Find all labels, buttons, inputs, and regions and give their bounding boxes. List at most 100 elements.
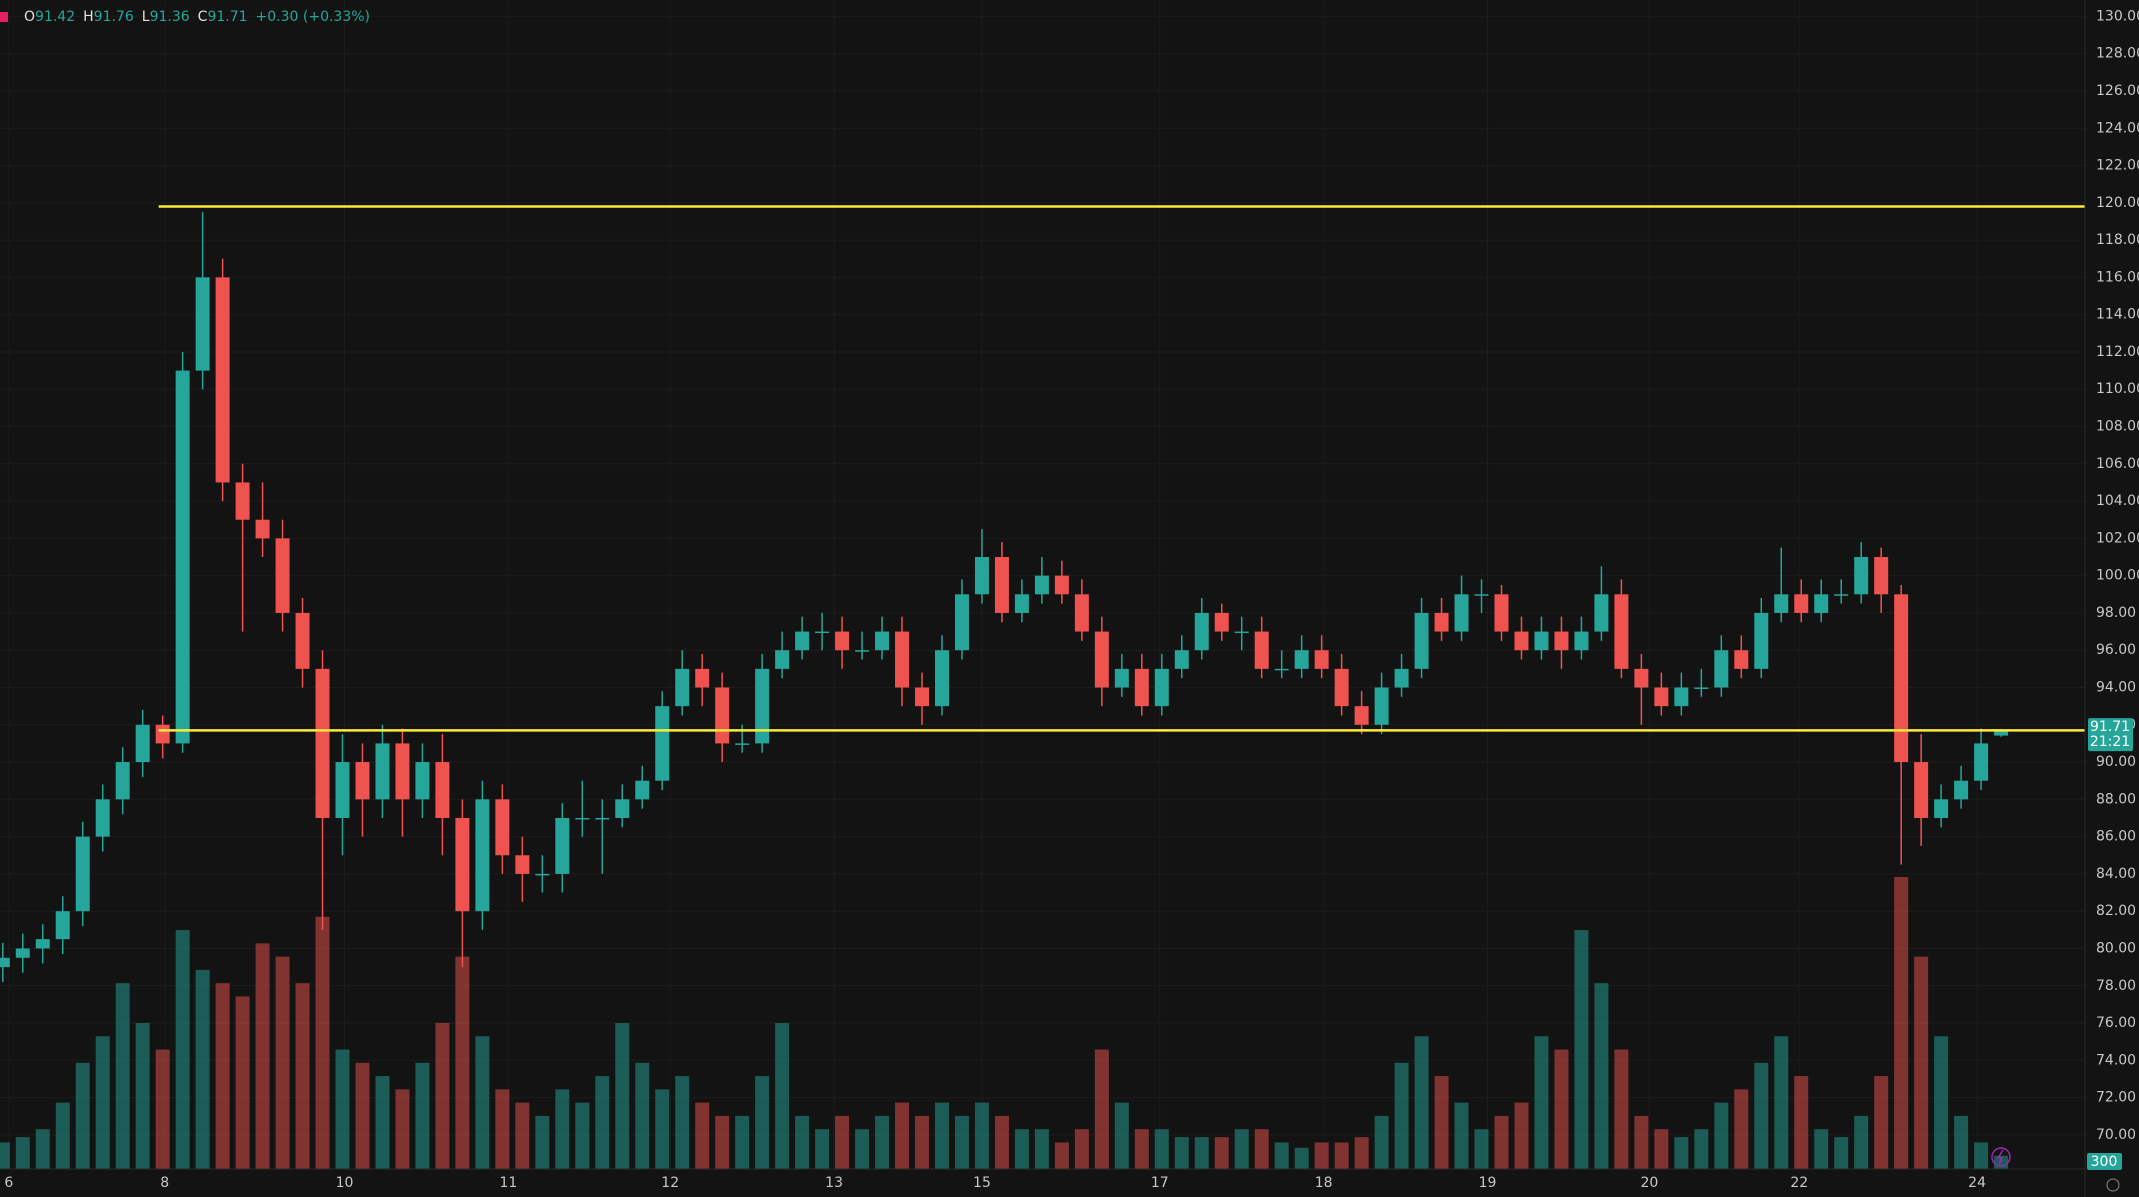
candle-body [1774,594,1789,613]
y-tick-label: 128.00 [2096,46,2139,62]
candle-body [954,594,969,651]
candle-body [815,631,830,634]
candle-body [255,519,270,539]
candle-body [1274,668,1289,671]
candle-body [475,799,490,912]
price-tag-countdown: 21:21 [2090,734,2130,750]
candle-body [1494,594,1509,632]
candle-body [675,668,690,707]
x-tick-label: 10 [336,1175,354,1191]
y-tick-label: 98.00 [2096,605,2136,621]
volume-bar [1294,1147,1309,1169]
candle-body [1014,594,1029,613]
volume-bar [1474,1129,1489,1169]
header-value: 91.71 [207,9,247,25]
candle-body [755,668,770,744]
header-value: 91.42 [35,9,75,25]
candle-body [155,724,170,744]
price-axis [2085,0,2139,1197]
volume-bar [1074,1129,1089,1169]
candle-body [655,706,670,781]
candle-body [0,957,10,968]
y-tick-label: 116.00 [2096,269,2139,285]
volume-bar [655,1089,670,1169]
candle-body [1514,631,1529,651]
candle-body [275,538,290,613]
volume-bar [755,1076,770,1169]
volume-bar [1054,1142,1069,1169]
candle-body [1794,594,1809,613]
y-tick-label: 124.00 [2096,120,2139,136]
candle-body [895,631,910,688]
candle-body [515,855,530,874]
volume-bar [1094,1049,1109,1169]
header-change: +0.30 (+0.33%) [256,9,370,25]
volume-bar [1274,1142,1289,1169]
y-tick-label: 104.00 [2096,493,2139,509]
volume-bar [1434,1076,1449,1169]
volume-bar [994,1115,1009,1169]
candle-body [1094,631,1109,688]
y-tick-label: 84.00 [2096,866,2136,882]
candle-body [915,687,929,707]
volume-bar [1654,1129,1669,1169]
volume-bar [954,1115,969,1169]
volume-bar [1494,1115,1509,1169]
volume-bar [0,1142,10,1169]
volume-bar [195,969,210,1169]
candle-body [1954,780,1969,800]
candle-body [1594,594,1609,632]
volume-bar [695,1102,710,1169]
volume-bar [875,1115,890,1169]
volume-bar [1954,1115,1969,1169]
volume-bar [1634,1115,1649,1169]
candle-body [1694,687,1709,689]
settings-icon[interactable] [2106,1178,2120,1192]
candle-body [855,650,870,652]
candle-body [435,762,450,818]
candle-body [395,743,410,800]
alert-bolt [1996,1149,2004,1165]
x-tick-label: 8 [160,1175,169,1191]
volume-layer [0,877,2009,1169]
volume-bar [1754,1062,1769,1169]
volume-bar [1454,1102,1469,1169]
line-layer [158,205,2085,732]
volume-bar [535,1115,550,1169]
candle-body [1174,650,1189,669]
candle-body [95,799,110,837]
volume-bar [1694,1129,1709,1169]
x-tick-label: 19 [1479,1175,1497,1191]
alert-icon[interactable] [1991,1147,2011,1167]
y-tick-label: 78.00 [2096,978,2136,994]
candle-body [1074,594,1089,632]
volume-bar [1354,1137,1369,1169]
candle-body [735,743,750,745]
volume-bar [15,1137,30,1169]
symbol-icon[interactable] [0,12,8,22]
y-tick-label: 80.00 [2096,940,2136,956]
candle-body [1194,612,1209,651]
volume-bar [1854,1115,1869,1169]
volume-bar [934,1102,949,1169]
volume-bar [1194,1137,1209,1169]
y-tick-label: 114.00 [2096,307,2139,323]
candle-body [355,762,370,800]
candle-body [575,817,590,820]
volume-bar [335,1049,350,1169]
candle-body [1034,575,1049,595]
volume-bar [555,1089,570,1169]
x-tick-label: 15 [973,1175,991,1191]
candle-body [215,277,230,483]
volume-bar [1934,1036,1949,1169]
volume-bar [1114,1102,1129,1169]
volume-bar [775,1023,790,1169]
volume-bar [475,1036,490,1169]
volume-bar [235,996,250,1169]
volume-bar [295,983,310,1169]
candle-body [195,277,210,371]
candle-body [1254,631,1269,669]
candle-body [835,631,850,651]
